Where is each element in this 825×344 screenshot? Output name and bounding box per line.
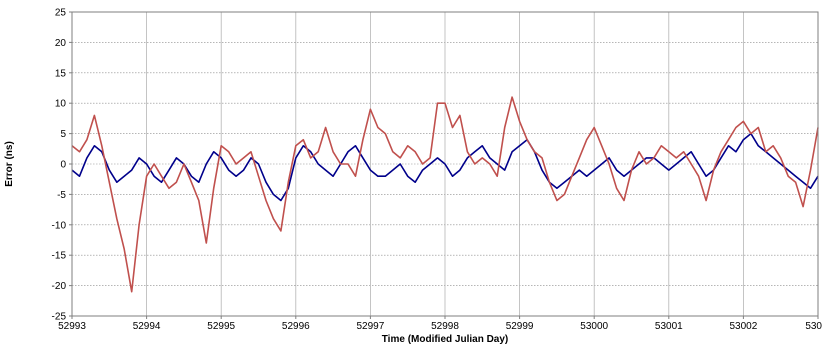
x-tick-label: 53002: [729, 321, 757, 332]
y-tick-label: 5: [60, 129, 66, 140]
x-tick-label: 52993: [58, 321, 86, 332]
series-line-2: [71, 96, 819, 293]
y-tick-label: 20: [55, 38, 67, 49]
y-tick-label: -10: [52, 220, 67, 231]
x-tick-label: 52997: [356, 321, 384, 332]
series-lines: [71, 96, 819, 293]
x-axis-label: Time (Modified Julian Day): [382, 334, 509, 344]
y-tick-label: -25: [52, 312, 67, 323]
y-tick-label: 0: [60, 160, 66, 171]
x-tick-label: 53001: [655, 321, 683, 332]
x-tick-label: 53000: [580, 321, 608, 332]
y-tick-label: 15: [55, 68, 67, 79]
y-tick-label: -20: [52, 281, 67, 292]
x-axis-ticks: 52993 52994 52995 52996 52997 52998 52999 53000…: [58, 316, 822, 332]
y-tick-label: -15: [52, 251, 67, 262]
x-tick-label: 530: [805, 321, 822, 332]
y-tick-label: 10: [55, 99, 67, 110]
y-tick-label: 25: [55, 8, 67, 19]
y-axis-label: Error (ns): [4, 141, 15, 187]
x-tick-label: 52995: [207, 321, 235, 332]
y-tick-label: -5: [57, 190, 66, 201]
y-axis-ticks: 25 20 15 10 5 0 -5 -10 -15 -20 -25: [52, 8, 72, 323]
x-tick-label: 52996: [282, 321, 310, 332]
x-tick-label: 52998: [431, 321, 459, 332]
series-line-1: [71, 132, 819, 202]
x-tick-label: 52999: [506, 321, 534, 332]
x-tick-label: 52994: [133, 321, 161, 332]
